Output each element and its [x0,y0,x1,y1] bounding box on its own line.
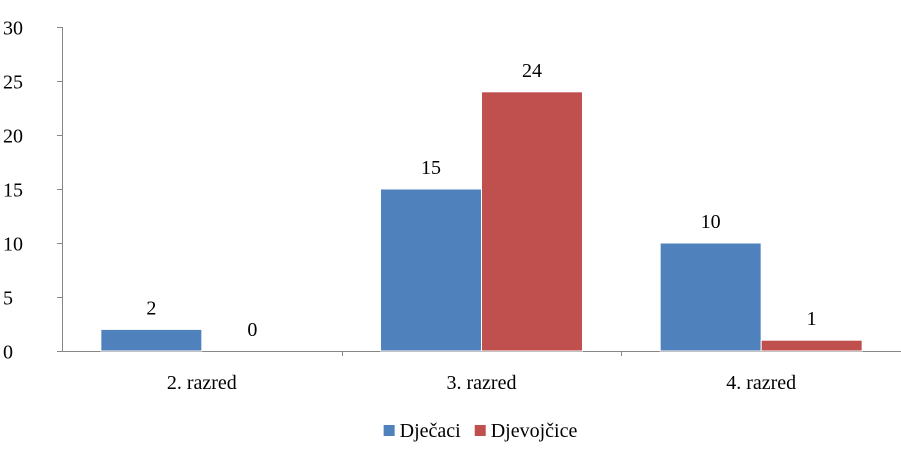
y-tick-label: 10 [3,234,23,256]
x-category-label: 2. razred [167,372,237,394]
bar-dje-aci-2 [659,242,762,352]
legend-label: Djevojčice [491,420,578,442]
y-tick-label: 0 [3,342,13,364]
x-category-label: 3. razred [447,372,517,394]
legend-label: Dječaci [400,420,462,442]
data-label: 24 [522,60,542,82]
bar-dje-aci-0 [100,328,203,352]
labels: 2 0 2. razred 15 24 3. razred 10 1 4. razred [146,60,816,394]
legend-item: Djevojčice [474,420,578,442]
bar-djevoj-ice-1 [481,91,583,352]
data-label: 0 [247,319,257,341]
data-label: 10 [701,211,721,233]
legend-swatch [383,425,395,436]
bars [100,91,863,352]
x-category-label: 4. razred [726,372,796,394]
y-tick-label: 30 [3,18,23,40]
data-label: 2 [146,297,156,319]
bar-dje-aci-1 [380,188,482,352]
y-tick-label: 15 [3,180,23,202]
data-label: 1 [807,308,817,330]
y-tick-label: 5 [3,288,13,310]
bar-djevoj-ice-2 [760,339,863,352]
y-tick-label: 25 [3,72,23,94]
legend-item: Dječaci [383,420,462,442]
legend: Dječaci Djevojčice [383,420,578,442]
legend-swatch [474,425,486,436]
data-label: 15 [421,157,441,179]
y-tick-label: 20 [3,126,23,148]
